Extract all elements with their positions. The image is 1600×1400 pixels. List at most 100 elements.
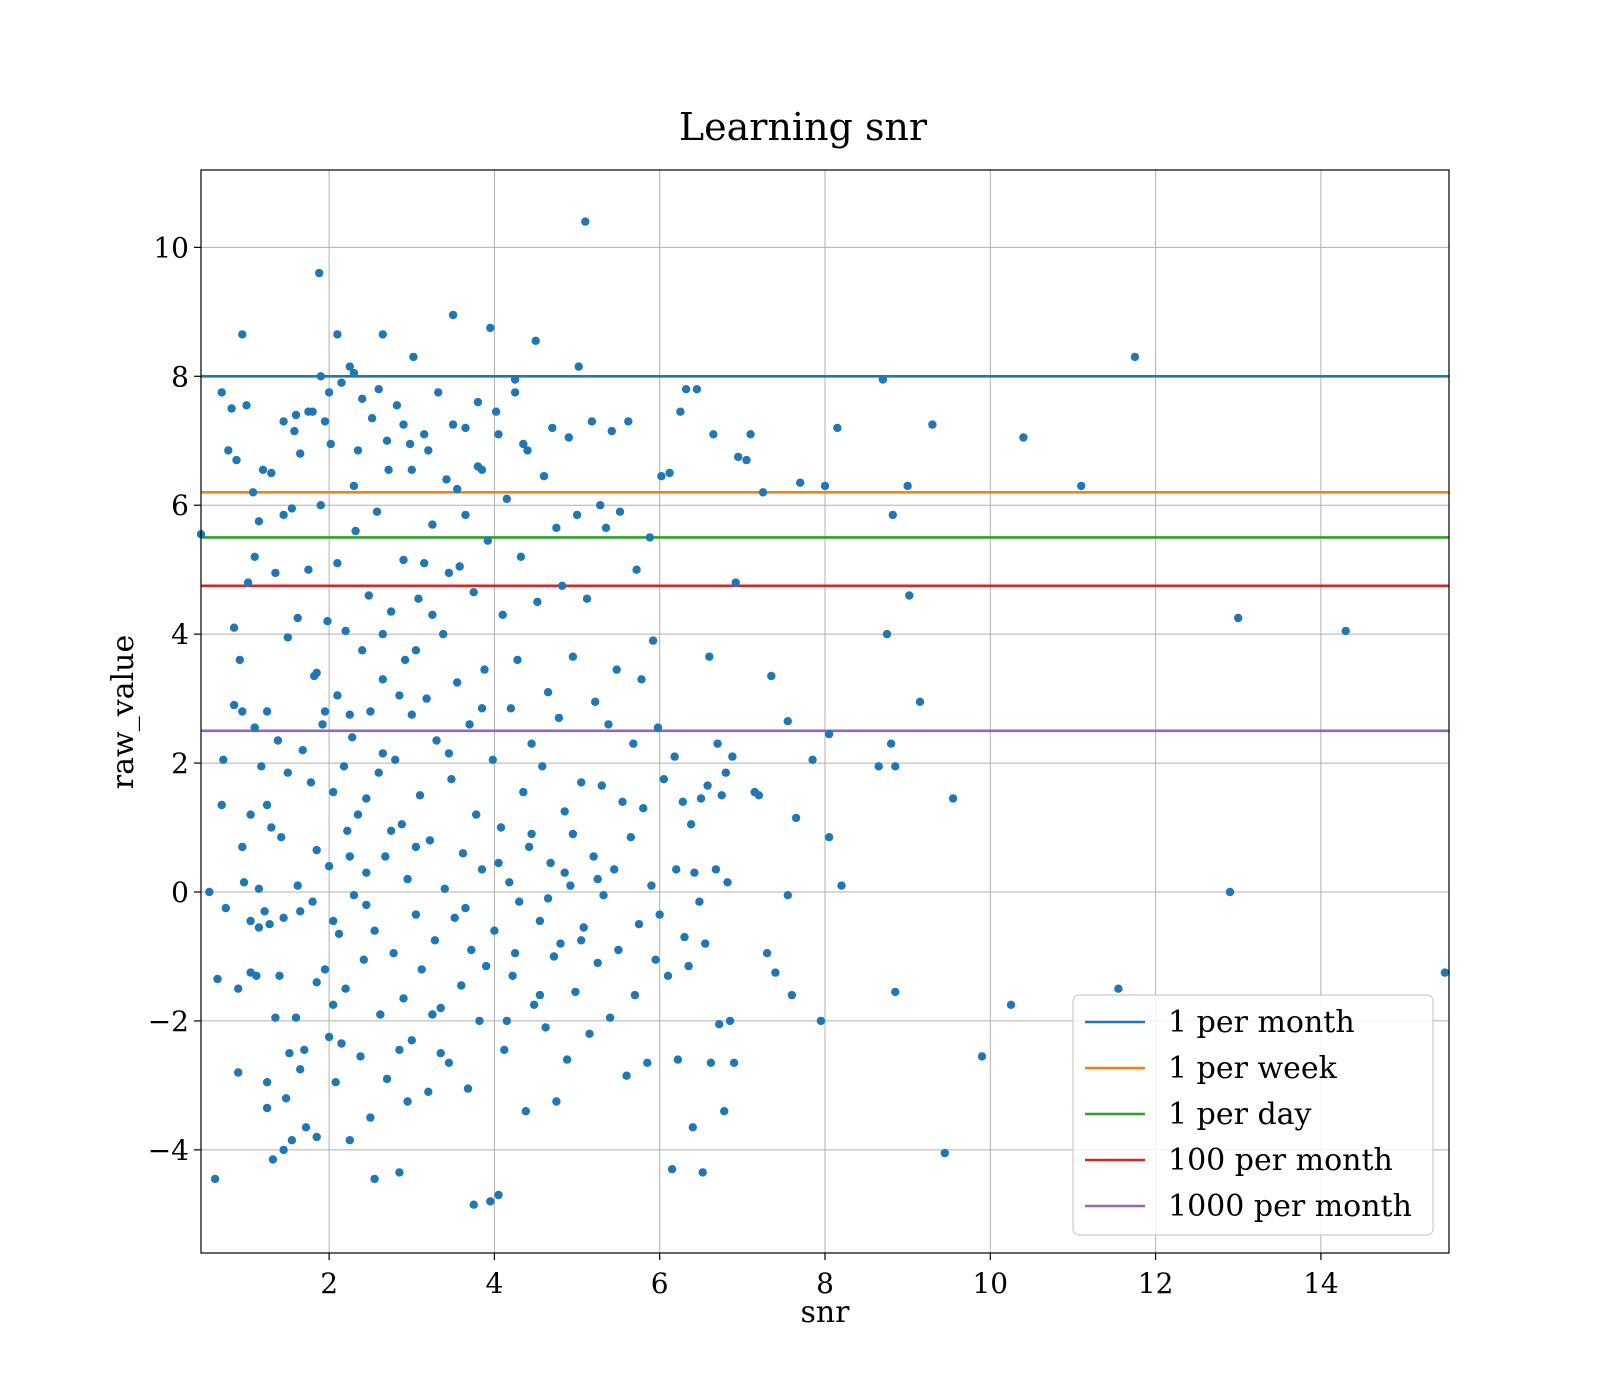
data-point bbox=[648, 636, 658, 645]
data-point bbox=[370, 1174, 379, 1184]
data-point bbox=[345, 362, 354, 371]
data-point bbox=[442, 475, 451, 484]
data-point bbox=[296, 1065, 305, 1074]
data-point bbox=[515, 897, 524, 906]
data-point bbox=[430, 936, 440, 945]
data-point bbox=[291, 1013, 301, 1022]
data-point bbox=[701, 939, 710, 948]
data-point bbox=[250, 723, 259, 732]
data-point bbox=[329, 916, 338, 926]
data-point bbox=[428, 610, 437, 619]
data-point bbox=[481, 961, 491, 971]
data-point bbox=[634, 920, 644, 929]
data-point bbox=[582, 594, 592, 603]
data-point bbox=[659, 775, 668, 784]
data-point bbox=[538, 762, 547, 771]
data-point bbox=[574, 362, 583, 371]
data-point bbox=[362, 868, 371, 877]
data-point bbox=[615, 507, 625, 516]
data-point bbox=[519, 439, 528, 449]
data-point bbox=[577, 778, 586, 787]
data-point bbox=[210, 1174, 220, 1184]
data-point bbox=[657, 472, 666, 481]
data-point bbox=[543, 688, 553, 697]
data-point bbox=[428, 520, 437, 529]
data-point bbox=[304, 565, 313, 574]
data-point bbox=[549, 952, 559, 961]
data-point bbox=[374, 385, 383, 394]
data-point bbox=[524, 842, 534, 852]
data-point bbox=[494, 858, 503, 868]
data-point bbox=[508, 971, 517, 980]
data-point bbox=[587, 417, 597, 426]
data-point bbox=[552, 1097, 561, 1106]
data-point bbox=[436, 1003, 445, 1013]
data-point bbox=[239, 878, 249, 887]
data-point bbox=[224, 446, 233, 455]
data-point bbox=[556, 939, 565, 948]
data-point bbox=[400, 655, 410, 665]
data-point bbox=[488, 755, 497, 764]
data-point bbox=[535, 990, 545, 1000]
data-point bbox=[637, 675, 646, 684]
data-point bbox=[527, 829, 536, 839]
data-point bbox=[234, 1068, 243, 1077]
data-point bbox=[783, 891, 792, 900]
data-point bbox=[262, 1078, 272, 1087]
data-point bbox=[771, 968, 780, 977]
data-point bbox=[589, 852, 598, 861]
data-point bbox=[630, 990, 640, 1000]
data-point bbox=[639, 804, 648, 813]
x-tick-label: 8 bbox=[816, 1267, 834, 1300]
data-point bbox=[721, 768, 730, 777]
data-point bbox=[425, 836, 435, 845]
data-point bbox=[424, 446, 433, 455]
data-point bbox=[928, 420, 937, 429]
data-point bbox=[494, 1190, 503, 1200]
data-point bbox=[643, 1058, 652, 1068]
data-point bbox=[324, 1032, 334, 1042]
data-point bbox=[409, 352, 418, 362]
data-point bbox=[316, 372, 325, 381]
x-tick-label: 4 bbox=[485, 1267, 503, 1300]
data-point bbox=[728, 752, 737, 761]
data-point bbox=[548, 423, 557, 433]
data-point bbox=[647, 881, 656, 890]
data-point bbox=[345, 1136, 354, 1145]
data-point bbox=[577, 936, 586, 945]
data-point bbox=[734, 452, 743, 462]
data-point bbox=[349, 891, 359, 900]
data-point bbox=[690, 868, 699, 877]
data-point bbox=[273, 736, 283, 745]
data-point bbox=[293, 881, 302, 890]
data-point bbox=[458, 849, 468, 858]
data-point bbox=[531, 336, 540, 345]
data-point bbox=[477, 704, 487, 713]
data-point bbox=[1225, 887, 1235, 897]
data-point bbox=[686, 820, 696, 829]
data-point bbox=[709, 430, 718, 439]
data-point bbox=[217, 388, 226, 397]
data-point bbox=[407, 710, 416, 719]
data-point bbox=[475, 1016, 484, 1026]
data-point bbox=[706, 1058, 716, 1068]
y-axis-label: raw_value bbox=[106, 635, 141, 789]
data-point bbox=[411, 646, 421, 655]
data-point bbox=[703, 781, 712, 790]
data-point bbox=[746, 430, 755, 439]
data-point bbox=[457, 981, 466, 990]
data-point bbox=[301, 1123, 311, 1132]
data-point bbox=[254, 923, 264, 932]
y-tick-label: 4 bbox=[171, 618, 189, 651]
data-point bbox=[315, 268, 324, 278]
data-point bbox=[414, 594, 423, 603]
data-point bbox=[262, 1103, 272, 1113]
data-point bbox=[262, 800, 272, 810]
data-point bbox=[491, 407, 501, 416]
data-point bbox=[221, 903, 230, 913]
data-point bbox=[562, 1055, 572, 1064]
data-point bbox=[480, 665, 489, 674]
data-point bbox=[560, 868, 569, 877]
x-tick-label: 2 bbox=[320, 1267, 338, 1300]
data-point bbox=[268, 1155, 278, 1164]
